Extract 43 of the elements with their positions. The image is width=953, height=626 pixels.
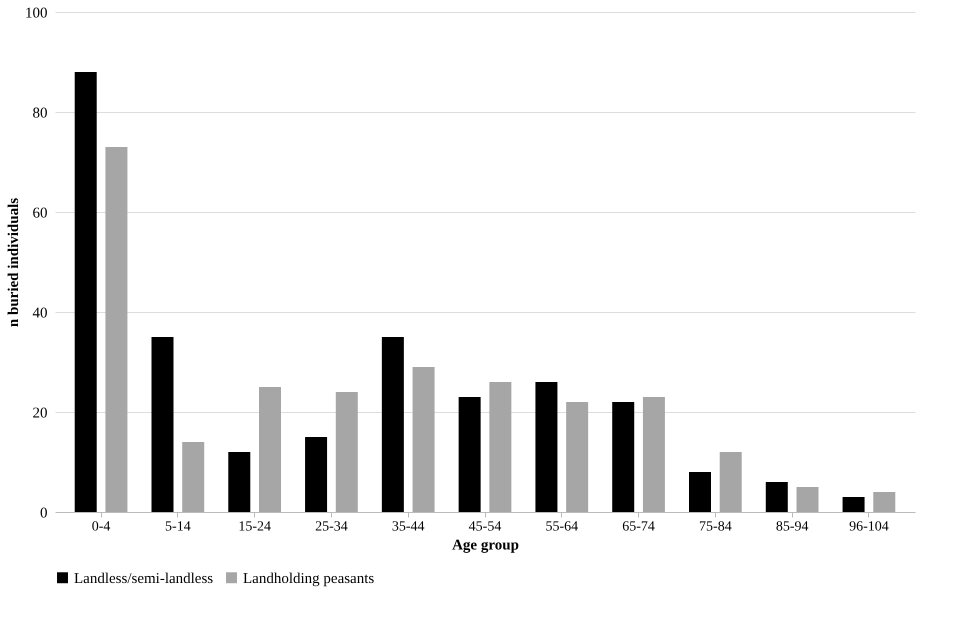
bar	[305, 437, 328, 512]
bar	[152, 337, 174, 512]
y-tick-label: 100	[25, 6, 48, 22]
bar	[766, 482, 788, 512]
bar	[336, 392, 358, 512]
bar	[642, 397, 665, 512]
y-tick-label: 20	[32, 406, 48, 422]
legend-label: Landless/semi-landless	[74, 570, 214, 587]
bar	[74, 72, 97, 512]
x-axis-title: Age group	[452, 538, 519, 554]
y-tick-label: 0	[40, 506, 48, 522]
x-tick-label: 5-14	[165, 520, 191, 534]
x-tick-label: 96-104	[849, 520, 889, 534]
bar	[412, 367, 435, 512]
x-tick-label: 55-64	[545, 520, 578, 534]
bar	[873, 492, 896, 512]
x-tick-label: 65-74	[622, 520, 655, 534]
bar	[382, 337, 404, 512]
bar	[259, 387, 281, 512]
x-tick-label: 0-4	[92, 520, 110, 534]
x-tick-label: 85-94	[776, 520, 808, 534]
bar	[489, 382, 512, 512]
bar	[720, 452, 742, 512]
bar	[842, 497, 865, 512]
x-tick-label: 75-84	[699, 520, 732, 534]
y-tick-label: 40	[32, 306, 48, 322]
legend-label: Landholding peasants	[243, 570, 374, 587]
y-tick-label: 60	[32, 206, 48, 222]
bar	[182, 442, 204, 512]
bar	[612, 402, 634, 512]
bar	[796, 487, 818, 512]
bar	[535, 382, 558, 512]
x-tick-label: 45-54	[468, 520, 502, 534]
x-tick-label: 25-34	[315, 520, 348, 534]
y-tick-label: 80	[32, 106, 48, 122]
bar	[689, 472, 711, 512]
x-tick-label: 15-24	[238, 520, 271, 534]
bar	[105, 147, 128, 512]
bar	[228, 452, 250, 512]
bar	[566, 402, 588, 512]
y-axis-title: n buried individuals	[6, 198, 22, 328]
x-tick-label: 35-44	[392, 520, 425, 534]
bar	[458, 397, 481, 512]
